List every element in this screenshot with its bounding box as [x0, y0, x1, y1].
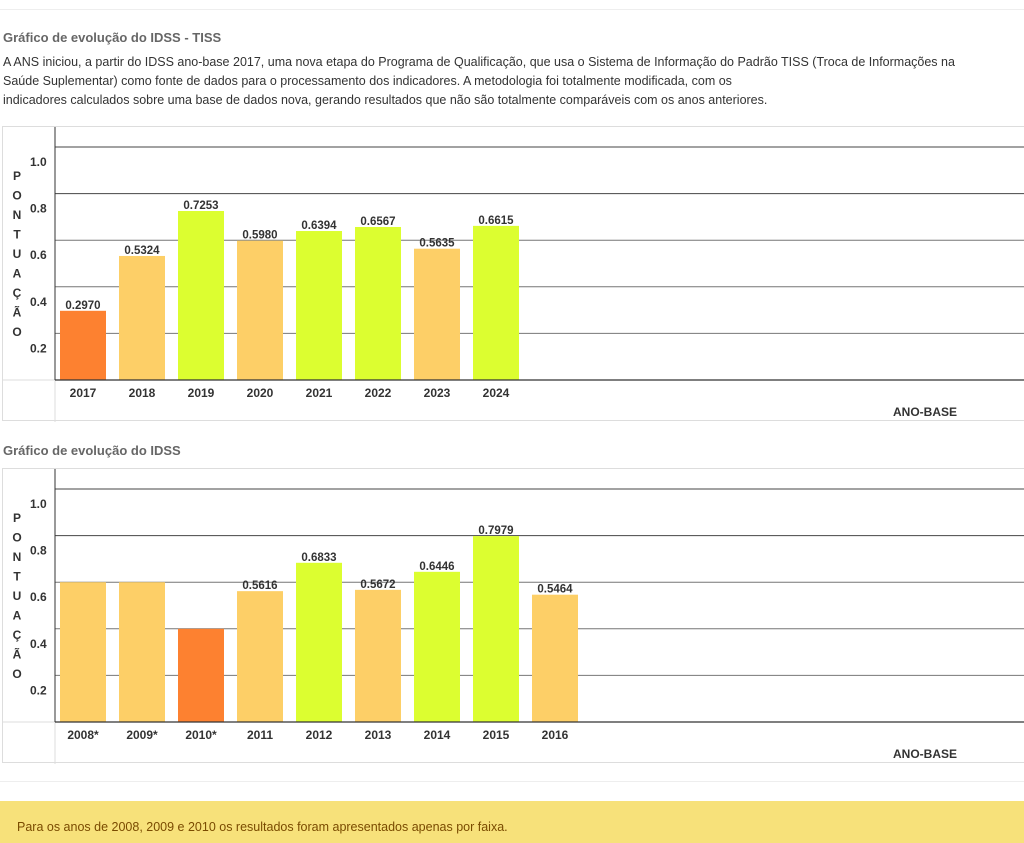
- y-axis-title-letter: U: [13, 589, 22, 603]
- x-tick-label: 2015: [483, 728, 510, 742]
- bar-value-label: 0.6615: [478, 215, 514, 227]
- y-tick-label: 0.2: [30, 683, 47, 697]
- chart1-section-title: Gráfico de evolução do IDSS - TISS: [3, 30, 222, 45]
- x-tick-label: 2014: [424, 728, 451, 742]
- y-tick-label: 0.8: [30, 202, 47, 216]
- y-tick-label: 1.0: [30, 497, 47, 511]
- bar-value-label: 0.6446: [419, 561, 454, 573]
- bar-value-label: 0.6833: [301, 552, 336, 564]
- x-tick-label: 2013: [365, 728, 392, 742]
- chart-idss-tiss: 1.0 0.8 0.6 0.4 0.2 P O N T U A Ç Ã O 0.2970 2017 0.5324…: [2, 126, 1024, 422]
- bar-2019: [178, 211, 224, 380]
- y-tick-label: 0.2: [30, 341, 47, 355]
- bar-2011: [237, 591, 283, 722]
- y-axis-title-letter: O: [12, 189, 21, 203]
- y-axis-title-letter: N: [13, 208, 22, 222]
- intro-line-3: indicadores calculados sobre uma base de…: [3, 93, 768, 107]
- y-axis-title-letter: Ã: [13, 305, 22, 320]
- y-tick-label: 0.8: [30, 544, 47, 558]
- x-tick-label: 2009*: [126, 728, 158, 742]
- bar-2012: [296, 562, 342, 722]
- note-text: Para os anos de 2008, 2009 e 2010 os res…: [17, 820, 508, 834]
- bar-2017: [60, 310, 106, 380]
- chart-idss: 1.0 0.8 0.6 0.4 0.2 P O N T U A Ç Ã O 2008* 2009* 2010* 0…: [2, 468, 1024, 764]
- y-axis-title-letter: P: [13, 511, 21, 525]
- bar-value-label: 0.7979: [478, 525, 513, 537]
- bar-2010: [178, 628, 224, 722]
- y-axis-title-letter: N: [13, 550, 22, 564]
- y-axis-title-letter: O: [12, 531, 21, 545]
- bar-2015: [473, 536, 519, 722]
- y-tick-label: 0.4: [30, 637, 47, 651]
- y-axis-title-letter: Ç: [13, 286, 22, 300]
- bar-value-label: 0.2970: [65, 300, 100, 312]
- x-tick-label: 2016: [542, 728, 569, 742]
- bar-2021: [296, 231, 342, 380]
- y-tick-label: 0.4: [30, 295, 47, 309]
- x-tick-label: 2020: [247, 386, 274, 400]
- chart2-section-title: Gráfico de evolução do IDSS: [3, 443, 181, 458]
- x-tick-label: 2019: [188, 386, 215, 400]
- bar-2020: [237, 240, 283, 380]
- bar-2024: [473, 225, 519, 380]
- x-tick-label: 2021: [306, 386, 333, 400]
- bar-value-label: 0.5324: [124, 245, 160, 257]
- bottom-divider: [0, 781, 1024, 782]
- y-tick-label: 0.6: [30, 248, 47, 262]
- x-tick-label: 2011: [247, 728, 273, 742]
- bar-value-label: 0.5672: [360, 579, 395, 591]
- x-tick-label: 2022: [365, 386, 392, 400]
- intro-paragraph: A ANS iniciou, a partir do IDSS ano-base…: [3, 53, 1018, 110]
- y-tick-label: 1.0: [30, 155, 47, 169]
- bar-value-label: 0.5616: [242, 580, 277, 592]
- x-axis-title: ANO-BASE: [893, 405, 957, 419]
- y-axis-title-letter: A: [13, 267, 22, 281]
- bar-2009: [119, 582, 165, 722]
- y-axis-title-letter: A: [13, 609, 22, 623]
- note-banner: Para os anos de 2008, 2009 e 2010 os res…: [0, 801, 1024, 843]
- y-axis-title-letter: Ç: [13, 628, 22, 642]
- top-divider: [0, 9, 1024, 10]
- y-axis-title-letter: U: [13, 247, 22, 261]
- bar-2008: [60, 582, 106, 722]
- bar-2013: [355, 589, 401, 722]
- intro-line-2: Saúde Suplementar) como fonte de dados p…: [3, 74, 732, 88]
- bar-value-label: 0.7253: [183, 200, 218, 212]
- intro-line-1: A ANS iniciou, a partir do IDSS ano-base…: [3, 55, 955, 69]
- bar-2023: [414, 248, 460, 380]
- y-axis-title-letter: O: [12, 325, 21, 339]
- x-tick-label: 2018: [129, 386, 156, 400]
- bar-2016: [532, 594, 578, 722]
- bar-2018: [119, 255, 165, 380]
- bar-2014: [414, 571, 460, 722]
- y-axis-title-letter: P: [13, 169, 21, 183]
- bar-value-label: 0.5635: [419, 238, 455, 250]
- y-axis-title-letter: Ã: [13, 647, 22, 662]
- y-axis-title-letter: T: [13, 570, 21, 584]
- x-tick-label: 2012: [306, 728, 333, 742]
- x-tick-label: 2024: [483, 386, 510, 400]
- chart-svg: 1.00.80.60.40.2PONTUAÇÃO0.297020170.5324…: [3, 127, 1024, 422]
- y-axis-title-letter: T: [13, 228, 21, 242]
- bar-value-label: 0.6394: [301, 220, 337, 232]
- bar-value-label: 0.5980: [242, 230, 277, 242]
- bar-value-label: 0.5464: [537, 584, 573, 596]
- y-tick-label: 0.6: [30, 590, 47, 604]
- bar-2022: [355, 226, 401, 380]
- x-tick-label: 2010*: [185, 728, 217, 742]
- x-tick-label: 2008*: [67, 728, 99, 742]
- x-tick-label: 2023: [424, 386, 451, 400]
- x-tick-label: 2017: [70, 386, 97, 400]
- y-axis-title-letter: O: [12, 667, 21, 681]
- bar-value-label: 0.6567: [360, 216, 395, 228]
- x-axis-title: ANO-BASE: [893, 747, 957, 761]
